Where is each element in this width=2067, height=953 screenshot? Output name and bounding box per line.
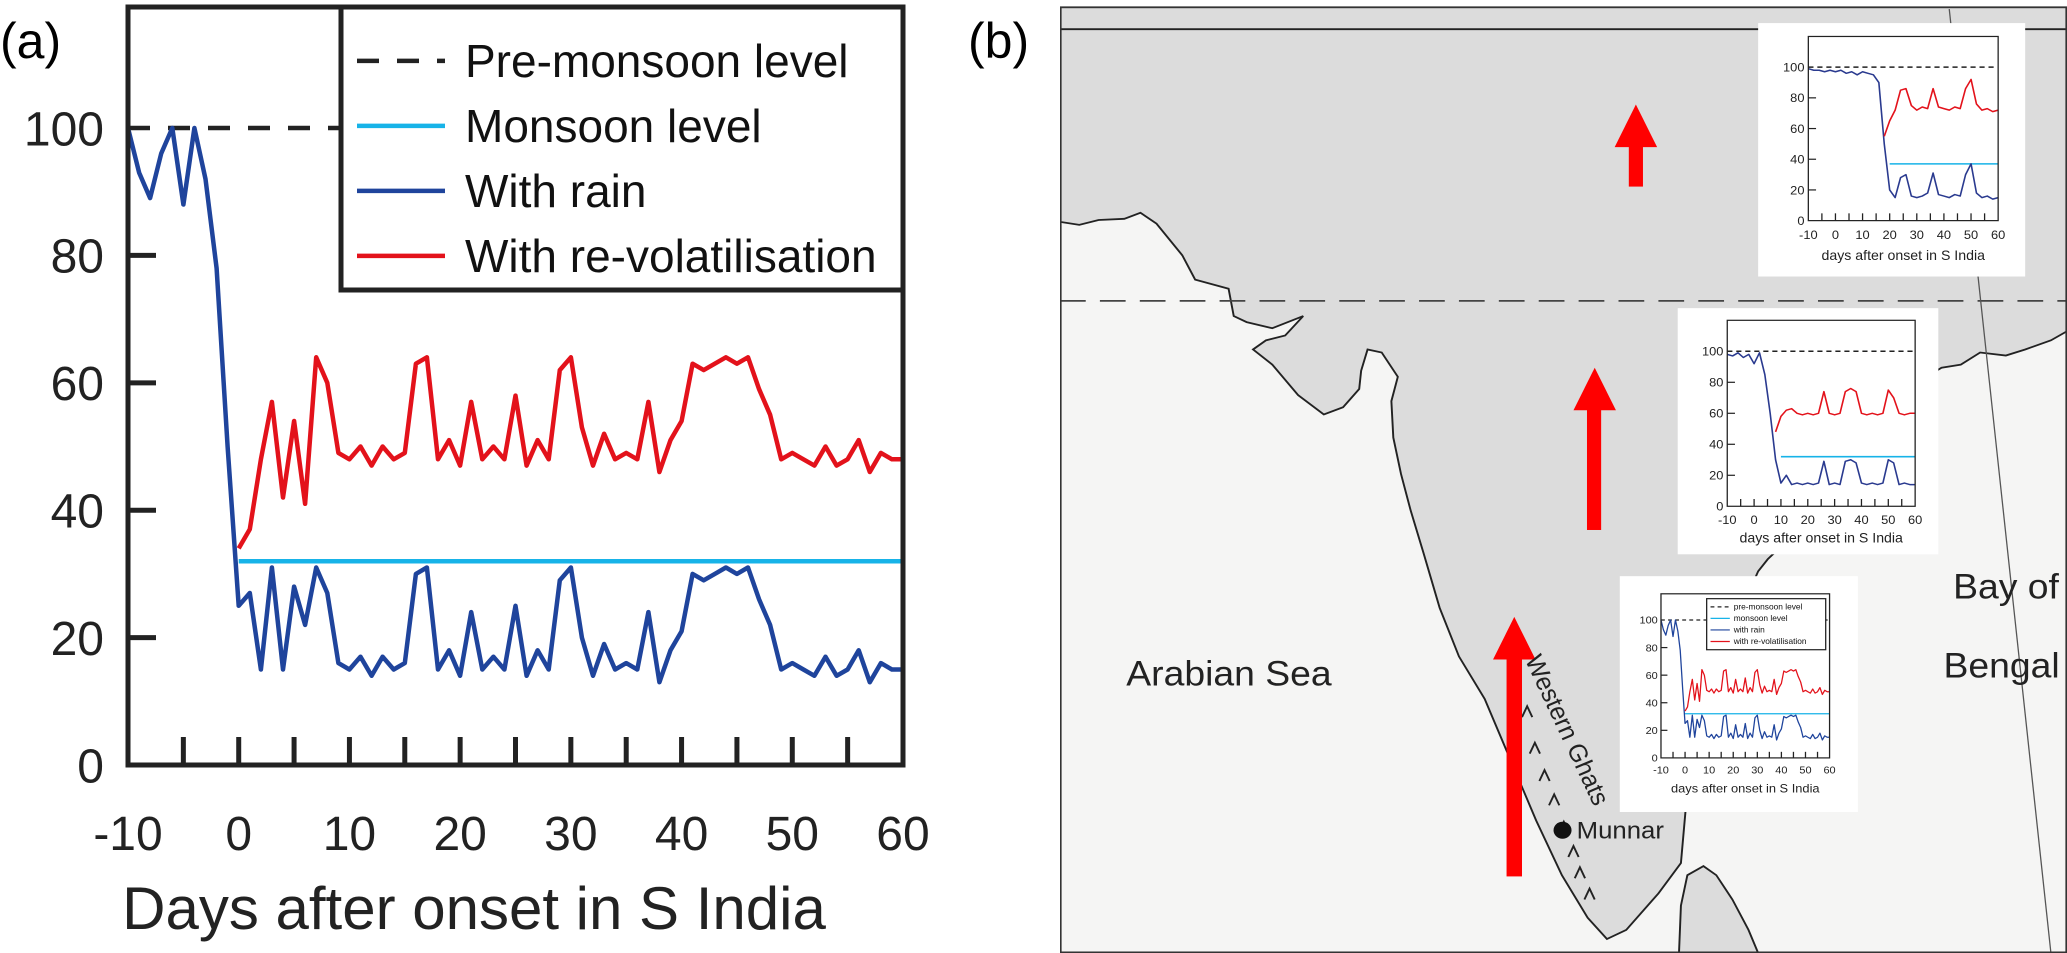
- legend-label-0: Pre-monsoon level: [465, 35, 849, 87]
- sri-lanka-landmass: [1678, 864, 1760, 953]
- y-tick-label: 100: [1702, 345, 1723, 359]
- arrow-south: [1493, 616, 1536, 877]
- x-axis-title: Days after onset in S India: [122, 875, 826, 942]
- y-tick-label: 0: [1652, 753, 1658, 765]
- x-axis-title: days after onset in S India: [1671, 782, 1820, 796]
- x-tick-label: 60: [876, 808, 929, 861]
- arabian-sea-label: Arabian Sea: [1126, 654, 1332, 694]
- y-tick-label: 100: [1640, 615, 1658, 627]
- arrow-north: [1614, 104, 1658, 187]
- bay-of-bengal-label-line1: Bay of: [1953, 567, 2060, 607]
- y-tick-label: 20: [1790, 184, 1804, 198]
- y-tick-label: 60: [51, 358, 104, 411]
- panel-a-line-chart: (a) -10 0 10 20 30 40 50 60 0 20 40 60 80 100 Days aft…: [0, 4, 930, 942]
- x-tick-label: 60: [1908, 513, 1922, 527]
- x-axis-title: days after onset in S India: [1822, 248, 1986, 263]
- series-line-3: [1684, 669, 1830, 712]
- y-tick-label: 60: [1790, 122, 1804, 136]
- legend-label-3: with re-volatilisation: [1733, 637, 1807, 646]
- x-tick-label: 30: [1751, 765, 1763, 777]
- series-line-2: [1808, 67, 1999, 200]
- series-line-2: [125, 125, 903, 685]
- inset-background: [1677, 308, 1939, 555]
- map-frame: [1060, 6, 2067, 953]
- x-tick-label: 0: [1832, 228, 1839, 242]
- x-tick-label: 50: [1799, 765, 1811, 777]
- y-tick-label: 80: [1790, 92, 1804, 106]
- panel-label-a: (a): [0, 13, 61, 69]
- y-tick-label: 80: [51, 231, 104, 284]
- arrow-central: [1573, 367, 1616, 530]
- x-tick-label: 40: [1937, 228, 1951, 242]
- x-tick-label: 40: [1854, 513, 1868, 527]
- legend-label-1: monsoon level: [1734, 614, 1788, 623]
- y-tick-label: 20: [1709, 469, 1723, 483]
- legend-label-0: pre-monsoon level: [1734, 603, 1803, 612]
- x-tick-label: -10: [1799, 228, 1818, 242]
- legend-label-3: With re-volatilisation: [465, 230, 877, 282]
- legend-label-2: With rain: [465, 165, 646, 217]
- series-line-3: [1883, 78, 1999, 137]
- legend-label-2: with rain: [1733, 626, 1765, 635]
- x-tick-label: 0: [225, 808, 252, 861]
- y-tick-label: 0: [1716, 500, 1723, 514]
- legend-box: [338, 4, 906, 293]
- munnar-marker: [1553, 821, 1572, 839]
- x-tick-label: 30: [544, 808, 597, 861]
- y-tick-label: 40: [51, 485, 104, 538]
- y-tick-label: 60: [1709, 407, 1723, 421]
- x-tick-label: 20: [1801, 513, 1815, 527]
- y-tick-label: 20: [51, 613, 104, 666]
- x-tick-label: 50: [766, 808, 819, 861]
- inset-background: [1758, 23, 2026, 277]
- bay-of-bengal-label-line2: Bengal: [1943, 646, 2059, 686]
- x-tick-label: 40: [1775, 765, 1787, 777]
- x-tick-label: 50: [1881, 513, 1895, 527]
- munnar-label: Munnar: [1577, 817, 1664, 844]
- x-tick-label: -10: [93, 808, 162, 861]
- y-tick-label: 80: [1646, 643, 1658, 655]
- x-tick-label: 60: [1991, 228, 2005, 242]
- x-tick-label: 10: [1855, 228, 1869, 242]
- x-tick-label: 20: [1883, 228, 1897, 242]
- y-tick-label: 80: [1709, 376, 1723, 390]
- x-tick-label: 50: [1964, 228, 1978, 242]
- y-tick-label: 100: [1783, 61, 1804, 75]
- y-tick-label: 0: [77, 740, 104, 793]
- series-line-3: [1774, 387, 1916, 433]
- x-tick-label: 30: [1827, 513, 1841, 527]
- main-chart: -10 0 10 20 30 40 50 60 0 20 40 60 80 100 Days after o…: [24, 4, 930, 942]
- y-tick-label: 60: [1646, 670, 1658, 682]
- x-tick-label: 10: [323, 808, 376, 861]
- x-tick-label: 60: [1823, 765, 1835, 777]
- x-tick-label: 10: [1774, 513, 1788, 527]
- y-tick-label: 0: [1797, 214, 1804, 228]
- x-tick-label: -10: [1718, 513, 1737, 527]
- x-tick-label: 10: [1703, 765, 1715, 777]
- x-tick-label: 0: [1682, 765, 1688, 777]
- x-tick-label: 30: [1910, 228, 1924, 242]
- x-tick-label: 20: [1727, 765, 1739, 777]
- legend-label-1: Monsoon level: [465, 100, 762, 152]
- y-tick-label: 20: [1646, 725, 1658, 737]
- panel-b-map: Munnar Western Ghats Arabian Sea Bay of …: [1060, 6, 2067, 953]
- series-line-3: [236, 355, 903, 550]
- x-tick-label: 20: [433, 808, 486, 861]
- series-line-2: [1727, 352, 1916, 486]
- y-tick-label: 100: [24, 103, 104, 156]
- y-tick-label: 40: [1646, 698, 1658, 710]
- x-tick-label: 40: [655, 808, 708, 861]
- x-tick-label: -10: [1653, 765, 1669, 777]
- x-tick-label: 0: [1751, 513, 1758, 527]
- series-line-2: [1660, 619, 1830, 741]
- y-tick-label: 40: [1790, 153, 1804, 167]
- y-tick-label: 40: [1709, 438, 1723, 452]
- x-axis-title: days after onset in S India: [1739, 531, 1903, 546]
